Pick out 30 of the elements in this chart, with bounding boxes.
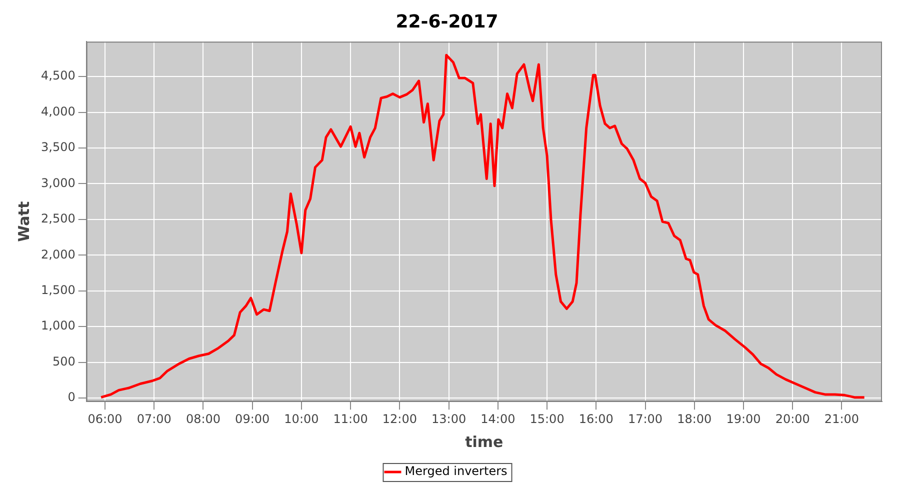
legend-label: Merged inverters	[404, 464, 508, 478]
y-tick-label: 2,000	[40, 247, 76, 262]
y-tick-label: 3,000	[40, 176, 76, 190]
x-tick-label: 14:00	[480, 412, 516, 426]
y-tick-label: 4,500	[40, 68, 76, 83]
x-tick-label: 20:00	[775, 412, 810, 426]
y-tick-label: 500	[52, 354, 76, 368]
x-tick-label: 15:00	[530, 412, 564, 426]
chart-title: 22-6-2017	[396, 11, 498, 32]
y-tick-label: 0	[68, 390, 76, 404]
x-axis-title: time	[465, 432, 504, 451]
y-tick-label: 4,000	[40, 104, 76, 118]
y-tick-label: 1,000	[40, 318, 76, 333]
y-tick-label: 3,500	[40, 140, 76, 154]
x-tick-label: 16:00	[578, 412, 614, 426]
x-tick-label: 10:00	[284, 412, 319, 426]
x-tick-label: 06:00	[88, 412, 122, 426]
x-tick-label: 17:00	[628, 412, 663, 426]
x-tick-label: 12:00	[382, 412, 417, 426]
y-tick-label: 1,500	[40, 283, 76, 298]
x-tick-label: 19:00	[726, 412, 761, 426]
x-tick-label: 09:00	[235, 412, 270, 426]
x-tick-label: 11:00	[333, 412, 368, 426]
x-tick-label: 18:00	[677, 412, 712, 426]
x-tick-label: 07:00	[136, 412, 172, 426]
y-axis-title: Watt	[14, 201, 33, 242]
x-tick-label: 08:00	[186, 412, 221, 426]
y-tick-label: 2,500	[40, 212, 76, 226]
x-tick-label: 21:00	[824, 412, 860, 426]
x-tick-label: 13:00	[432, 412, 466, 426]
